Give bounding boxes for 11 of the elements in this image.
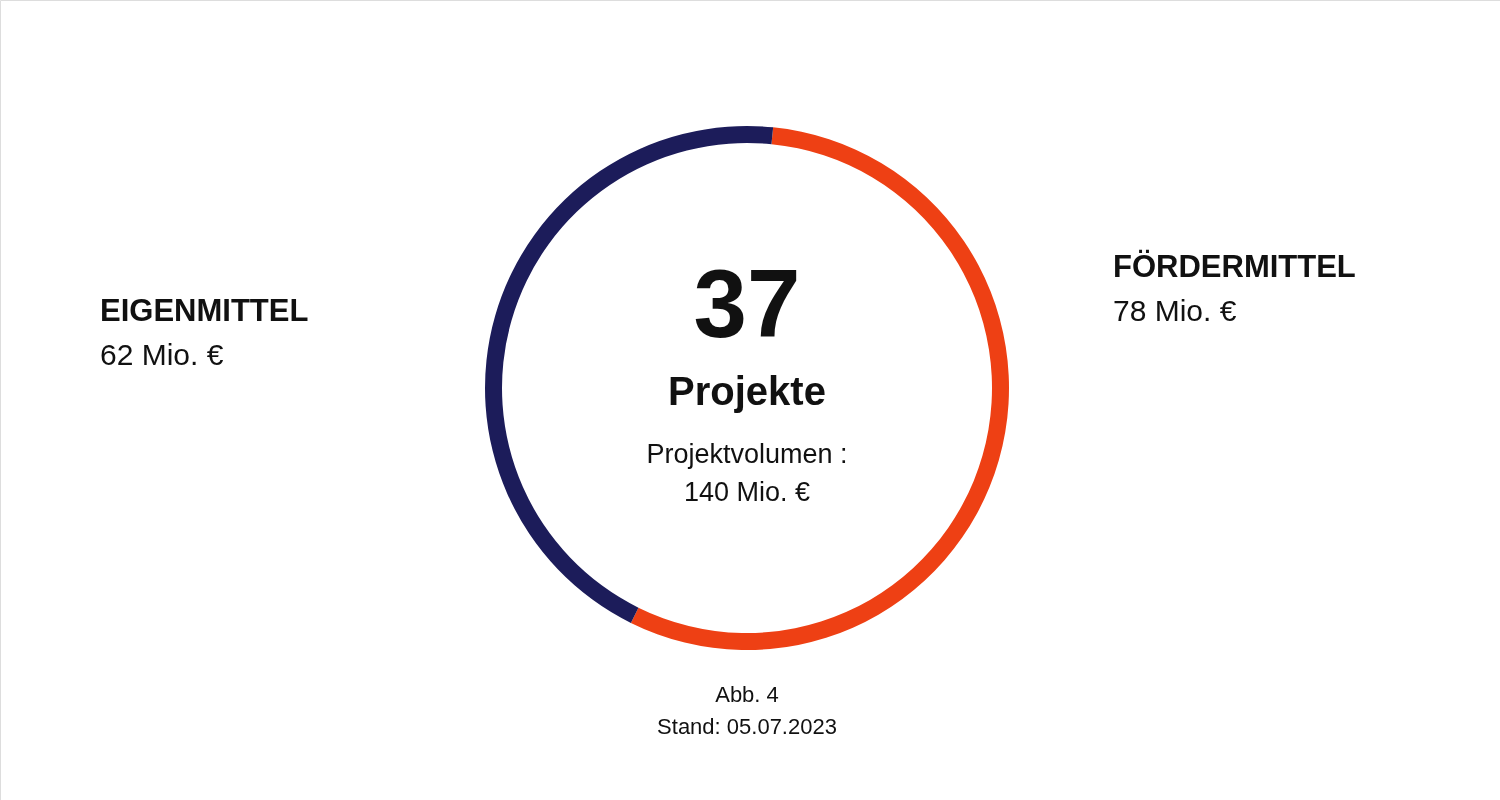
slice-label: EIGENMITTEL: [100, 293, 309, 328]
text: Projekte: [668, 369, 826, 413]
data-label: 78 Mio. €: [1113, 294, 1237, 327]
slice-label: FÖRDERMITTEL: [1113, 249, 1356, 284]
text: Stand: 05.07.2023: [657, 714, 837, 739]
data-label: 62 Mio. €: [100, 338, 224, 371]
donut-slice: [630, 127, 1009, 650]
text: 37: [693, 250, 801, 357]
text: Projektvolumen :: [646, 439, 848, 469]
caption: Abb. 4: [715, 682, 779, 707]
text: 140 Mio. €: [683, 477, 811, 507]
